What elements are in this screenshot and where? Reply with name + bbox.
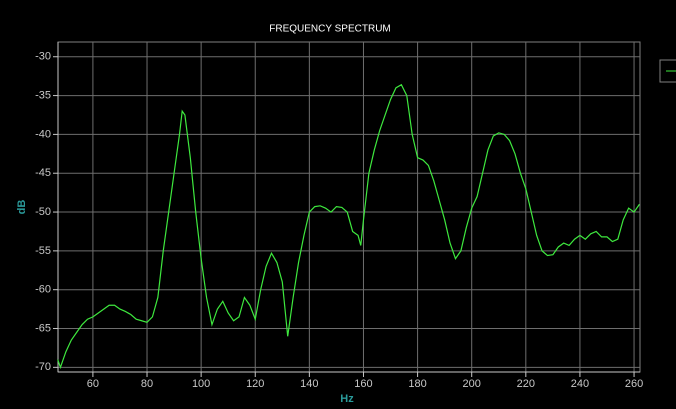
x-tick-label: 260 [625, 378, 643, 390]
y-tick-label: -30 [35, 51, 51, 63]
y-tick-label: -55 [35, 245, 51, 257]
x-tick-label: 180 [408, 378, 426, 390]
x-tick-label: 60 [87, 378, 99, 390]
x-tick-label: 160 [354, 378, 372, 390]
x-tick-label: 80 [141, 378, 153, 390]
plot-area [57, 41, 641, 373]
x-tick-label: 240 [571, 378, 589, 390]
y-tick-label: -50 [35, 206, 51, 218]
chart-title: FREQUENCY SPECTRUM [269, 24, 391, 35]
x-tick-label: 220 [517, 378, 535, 390]
y-tick-label: -45 [35, 167, 51, 179]
x-tick-label: 120 [246, 378, 264, 390]
y-tick-label: -70 [35, 361, 51, 373]
y-tick-label: -65 [35, 322, 51, 334]
x-tick-label: 100 [192, 378, 210, 390]
y-tick-label: -35 [35, 89, 51, 101]
y-axis-label: dB [16, 200, 28, 215]
y-tick-label: -40 [35, 128, 51, 140]
x-tick-label: 140 [300, 378, 318, 390]
series-line [57, 83, 640, 370]
x-axis-label: Hz [340, 393, 354, 405]
y-tick-label: -60 [35, 284, 51, 296]
x-tick-label: 200 [463, 378, 481, 390]
